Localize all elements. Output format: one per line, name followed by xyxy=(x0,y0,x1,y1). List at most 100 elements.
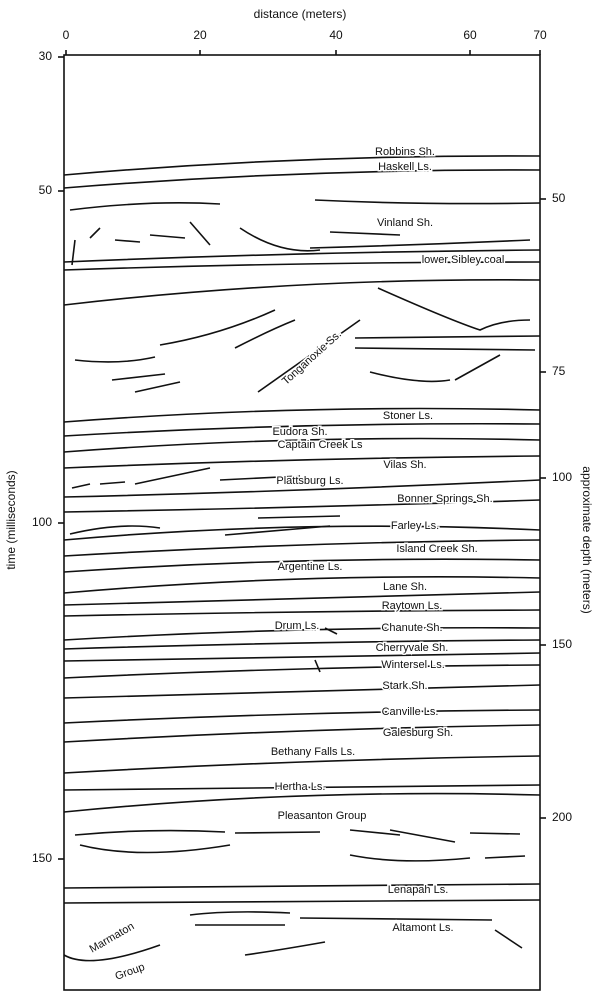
reflector xyxy=(63,539,541,557)
reflector xyxy=(309,239,531,249)
formation-label: Drum Ls. xyxy=(275,620,320,632)
reflector xyxy=(63,626,541,641)
formation-label: Group xyxy=(114,961,147,983)
formation-label: Chanute Sh. xyxy=(381,622,442,634)
formation-label: Lane Sh. xyxy=(383,581,427,593)
formation-label: Raytown Ls. xyxy=(382,600,443,612)
reflector xyxy=(69,525,161,535)
formation-label: Plattsburg Ls. xyxy=(276,475,343,487)
reflector xyxy=(63,261,541,271)
top-axis-title: distance (meters) xyxy=(254,7,347,21)
reflector xyxy=(63,499,541,513)
reflector xyxy=(134,381,181,393)
reflector xyxy=(111,373,166,381)
right-axis-title: approximate depth (meters) xyxy=(580,466,594,613)
reflector xyxy=(354,347,536,351)
formation-label: Cherryvale Sh. xyxy=(376,642,449,654)
reflector xyxy=(484,855,526,859)
reflector xyxy=(63,724,541,743)
reflector xyxy=(234,319,296,349)
reflector xyxy=(314,659,321,673)
top-tick-label: 20 xyxy=(193,28,207,42)
formation-label: Stoner Ls. xyxy=(383,410,433,422)
formation-label: Eudora Sh. xyxy=(272,426,327,438)
right-tick-label: 150 xyxy=(552,637,572,651)
formation-label: Canville Ls. xyxy=(382,706,439,718)
reflector xyxy=(63,407,541,423)
reflector xyxy=(377,287,531,331)
right-tick-label: 200 xyxy=(552,810,572,824)
right-tick-label: 50 xyxy=(552,191,566,205)
reflector xyxy=(99,481,126,485)
reflector xyxy=(63,455,541,469)
formation-label: Altamont Ls. xyxy=(392,922,453,934)
left-tick-label: 50 xyxy=(39,183,53,197)
reflector xyxy=(63,155,541,176)
reflector xyxy=(257,319,361,393)
top-tick-label: 60 xyxy=(463,28,477,42)
formation-label: Captain Creek Ls xyxy=(278,439,363,451)
reflector xyxy=(369,371,451,383)
formation-label: Wintersel Ls. xyxy=(381,659,445,671)
formation-label: Hertha Ls. xyxy=(275,781,326,793)
reflector xyxy=(494,929,523,949)
reflector xyxy=(79,844,231,854)
reflector xyxy=(63,944,161,962)
reflector xyxy=(329,231,401,236)
reflector xyxy=(63,422,541,437)
reflector xyxy=(74,356,156,363)
reflector xyxy=(63,278,541,306)
reflector xyxy=(63,609,541,617)
top-tick-label: 70 xyxy=(533,28,547,42)
formation-label: Marmaton xyxy=(88,920,137,955)
reflector xyxy=(134,467,211,485)
reflector xyxy=(69,202,221,211)
reflector xyxy=(389,829,456,843)
formation-label: Galesburg Sh. xyxy=(383,727,453,739)
reflector xyxy=(63,591,541,606)
reflector xyxy=(324,627,338,635)
reflector xyxy=(257,515,341,519)
reflector xyxy=(63,525,541,541)
reflector xyxy=(63,792,541,813)
left-tick-label: 150 xyxy=(32,851,52,865)
top-tick-label: 0 xyxy=(63,28,70,42)
formation-label: Lenapah Ls. xyxy=(388,884,449,896)
formation-label: Stark Sh. xyxy=(382,680,427,692)
formation-label: Vilas Sh. xyxy=(383,459,426,471)
formation-label: Haskell Ls. xyxy=(378,161,432,173)
formation-label: Island Creek Sh. xyxy=(396,543,477,555)
reflector xyxy=(63,664,541,679)
reflector xyxy=(63,652,541,662)
formation-label: Robbins Sh. xyxy=(375,146,435,158)
reflector xyxy=(224,525,331,536)
reflector xyxy=(74,829,226,836)
reflector xyxy=(244,941,326,956)
formation-label: Farley Ls. xyxy=(391,520,439,532)
left-tick-label: 100 xyxy=(32,515,52,529)
reflector xyxy=(114,239,141,243)
reflector xyxy=(314,199,541,205)
formation-label: Vinland Sh. xyxy=(377,217,433,229)
reflector xyxy=(89,227,101,239)
formation-label: Bethany Falls Ls. xyxy=(271,746,355,758)
formation-label: Argentine Ls. xyxy=(278,561,343,573)
reflector xyxy=(63,684,541,699)
formation-label: Bonner Springs Sh. xyxy=(397,493,492,505)
reflector xyxy=(63,784,541,791)
reflector xyxy=(299,917,493,921)
reflector xyxy=(71,483,91,489)
reflector xyxy=(189,911,291,916)
reflector xyxy=(63,558,541,573)
reflector xyxy=(63,639,541,650)
frame xyxy=(63,54,541,991)
reflector xyxy=(63,899,541,904)
reflector xyxy=(159,309,276,346)
reflector xyxy=(63,576,541,594)
formation-label: lower Sibley coal xyxy=(422,254,505,266)
reflector xyxy=(63,249,541,263)
reflector xyxy=(349,829,401,836)
reflector xyxy=(71,239,76,266)
reflector xyxy=(149,234,186,239)
